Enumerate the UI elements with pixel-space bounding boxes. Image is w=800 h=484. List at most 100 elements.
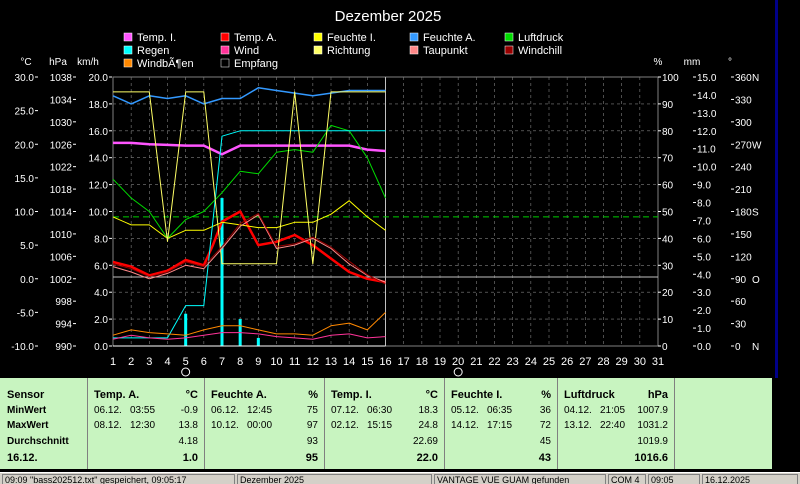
deg-tick: 240 [735, 163, 752, 174]
legend-label: Temp. A. [234, 32, 277, 44]
legend-label: Feuchte A. [423, 32, 476, 44]
day-label: 18 [416, 356, 428, 368]
legend-swatch [313, 45, 323, 55]
kmh-tick: 18.0 [89, 100, 109, 111]
mm-tick: 15.0 [697, 73, 717, 84]
series-line-regen [113, 130, 386, 339]
stats-min-time: 12:45 [247, 405, 273, 416]
rain-bar [256, 337, 260, 346]
axis-unit: ° [728, 57, 732, 68]
stats-max-date: 02.12. [331, 420, 359, 431]
legend-swatch [123, 32, 133, 42]
legend-label: Feuchte I. [327, 32, 376, 44]
weather-chart: Dezember 2025 Temp. I. Temp. A. Feuchte I.… [11, 8, 762, 377]
legend-label: Wind [234, 45, 259, 57]
mm-tick: 14.0 [697, 91, 717, 102]
stats-unit: % [541, 389, 551, 401]
series-line-feuchte-i- [112, 200, 386, 239]
day-label: 20 [452, 356, 464, 368]
stats-today-value: 1016.6 [634, 452, 668, 464]
mm-tick: 5.0 [697, 252, 711, 263]
day-label: 9 [255, 356, 261, 368]
hpa-tick: 1026 [50, 140, 73, 151]
legend-swatch [409, 32, 419, 42]
pct-tick: 60 [662, 181, 674, 192]
stats-max-value: 24.8 [418, 420, 438, 431]
hpa-tick: 1038 [50, 73, 73, 84]
x-axis-day-labels: 1 2 3 4 5 6 7 8 9 10 11 12 13 14 15 16 17 18 19 20 21 22 23 24 2… [110, 356, 664, 377]
stats-min-value: 75 [306, 405, 318, 416]
mm-tick: 7.0 [697, 216, 711, 227]
direction-label: N [752, 73, 759, 84]
mm-tick: 4.0 [697, 270, 711, 281]
day-label: 5 [183, 356, 189, 368]
day-label: 24 [525, 356, 537, 368]
mm-tick: 10.0 [697, 163, 717, 174]
day-label: 26 [561, 356, 573, 368]
pct-tick: 80 [662, 127, 674, 138]
legend-swatch [220, 32, 230, 42]
day-label: 29 [616, 356, 628, 368]
series-line-windchill [112, 213, 386, 285]
legend-label: Taupunkt [423, 45, 468, 57]
stats-min-time: 03:55 [130, 405, 156, 416]
stats-min-date: 07.12. [331, 405, 359, 416]
stats-min-date: 06.12. [211, 405, 239, 416]
legend-swatch [504, 45, 514, 55]
stats-max-value: 1031.2 [637, 420, 668, 431]
stats-max-time: 15:15 [367, 420, 393, 431]
stats-label-max: MaxWert [7, 420, 49, 431]
temp-tick: -5.0 [17, 308, 35, 319]
rain-bar [220, 198, 224, 346]
kmh-tick: 8.0 [94, 234, 108, 245]
stats-max-time: 17:15 [487, 420, 513, 431]
day-label: 23 [507, 356, 519, 368]
stats-today-value: 95 [305, 452, 318, 464]
stats-column-0: Temp. A. °C 06.12. 03:55 -0.9 08.12. 12:30 13.8… [88, 378, 205, 469]
temp-tick: -10.0 [11, 342, 34, 353]
day-label: 1 [110, 356, 116, 368]
mm-tick: 3.0 [697, 288, 711, 299]
deg-tick: 0 [735, 342, 741, 353]
series-line-windb-en [112, 312, 386, 336]
kmh-tick: 6.0 [94, 261, 108, 272]
status-time: 09:05 [648, 474, 700, 484]
day-label: 14 [343, 356, 355, 368]
hpa-tick: 1030 [50, 118, 73, 129]
kmh-tick: 16.0 [89, 127, 109, 138]
stats-avg-value: 93 [306, 436, 318, 447]
kmh-tick: 4.0 [94, 288, 108, 299]
series-line-wind [112, 332, 386, 340]
stats-max-date: 14.12. [451, 420, 479, 431]
pct-tick: 30 [662, 261, 674, 272]
temp-tick: 15.0 [15, 174, 35, 185]
temp-tick: 0.0 [20, 275, 34, 286]
legend-swatch [504, 32, 514, 42]
stats-label-min: MinWert [7, 405, 47, 416]
stats-max-value: 72 [539, 420, 551, 431]
day-label: 7 [219, 356, 225, 368]
stats-today-value: 1.0 [182, 452, 198, 464]
stats-today-value: 43 [538, 452, 551, 464]
day-label: 10 [270, 356, 282, 368]
legend-label: Windchill [518, 45, 562, 57]
hpa-tick: 994 [55, 320, 72, 331]
status-port: COM 4 [608, 474, 646, 484]
axis-unit: hPa [49, 57, 67, 68]
stats-label-column: Sensor MinWert MaxWert Durchschnitt 16.1… [0, 378, 88, 469]
deg-tick: 300 [735, 118, 752, 129]
day-label: 6 [201, 356, 207, 368]
moon-phase-icon [453, 367, 463, 377]
day-label: 3 [146, 356, 152, 368]
stats-label-sensor: Sensor [7, 389, 45, 401]
chart-legend: Temp. I. Temp. A. Feuchte I. Feuchte A. Luft… [123, 32, 564, 70]
stats-unit: hPa [647, 389, 668, 401]
hpa-tick: 1014 [50, 208, 73, 219]
deg-tick: 90 [735, 275, 747, 286]
series-line-temp-a- [112, 210, 386, 284]
legend-swatch [409, 45, 419, 55]
stats-unit: °C [185, 389, 198, 401]
temp-tick: 20.0 [15, 140, 35, 151]
day-label: 17 [398, 356, 410, 368]
legend-swatch [313, 32, 323, 42]
